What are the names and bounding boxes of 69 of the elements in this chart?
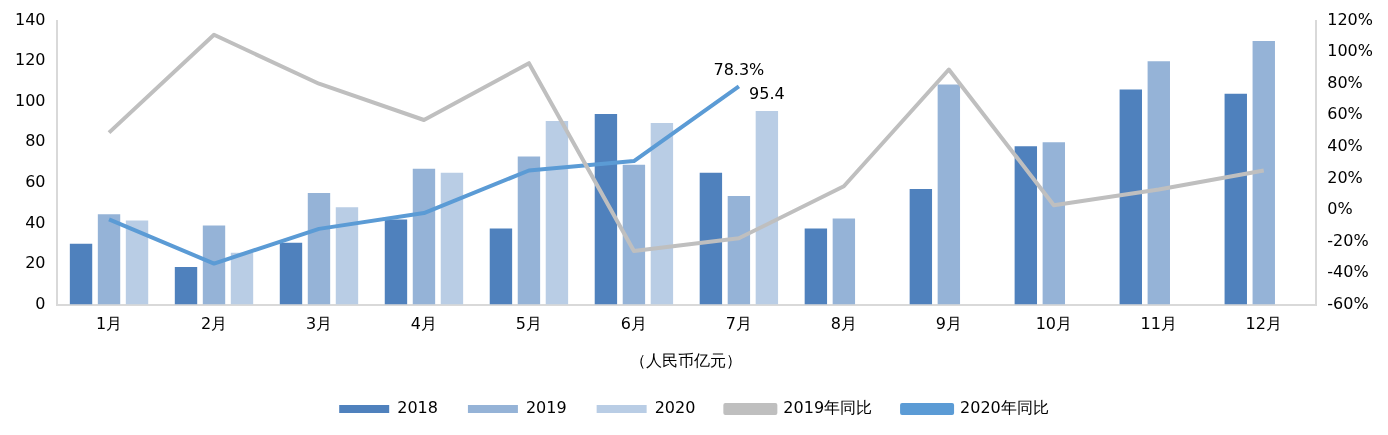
y-tick-label: 40	[25, 212, 46, 232]
y2-tick-label: -20%	[1327, 230, 1369, 250]
bar	[727, 196, 751, 305]
bar	[517, 156, 541, 305]
y-tick-label: 120	[14, 50, 46, 70]
bar	[230, 252, 254, 305]
bar	[489, 228, 513, 305]
y-tick-label: 60	[25, 172, 46, 192]
bar	[412, 168, 436, 305]
bar	[650, 123, 674, 305]
x-tick-label: 11月	[1140, 314, 1177, 334]
bar	[1252, 40, 1275, 305]
legend-label: 2019年同比	[783, 398, 873, 418]
bar	[594, 113, 618, 305]
y-tick-label: 140	[14, 9, 46, 29]
x-tick-label: 5月	[515, 314, 543, 334]
bar	[1224, 93, 1247, 305]
bar	[937, 84, 961, 305]
y2-tick-label: 20%	[1327, 167, 1363, 187]
bar	[125, 220, 149, 305]
bar	[545, 121, 569, 305]
x-axis-title: （人民币亿元）	[630, 350, 743, 370]
bar	[699, 172, 723, 305]
bar	[335, 207, 359, 305]
x-tick-label: 4月	[410, 314, 438, 334]
x-tick-label: 1月	[95, 314, 123, 334]
y2-tick-label: 80%	[1327, 72, 1363, 92]
legend-label: 2019	[525, 398, 567, 418]
bar	[622, 164, 646, 305]
legend-label: 2020年同比	[960, 398, 1049, 418]
bar	[1119, 89, 1142, 305]
data-label: 95.4	[749, 84, 785, 104]
y2-tick-label: 0%	[1327, 199, 1353, 219]
bar	[279, 242, 303, 305]
y2-tick-label: -60%	[1327, 293, 1369, 313]
y-tick-label: 0	[35, 293, 46, 313]
bar	[909, 188, 933, 305]
y2-tick-label: 60%	[1327, 104, 1363, 124]
y2-tick-label: -40%	[1327, 262, 1369, 282]
y2-tick-label: 100%	[1327, 41, 1374, 61]
y2-tick-label: 120%	[1327, 9, 1374, 29]
data-label: 78.3%	[713, 59, 765, 79]
x-tick-label: 9月	[935, 314, 962, 334]
legend-label: 2018	[397, 398, 438, 418]
bar	[1014, 146, 1038, 305]
bar	[384, 219, 408, 305]
bar	[1147, 61, 1170, 305]
x-tick-label: 12月	[1245, 314, 1282, 334]
y-tick-label: 20	[25, 253, 46, 273]
x-tick-label: 6月	[620, 314, 647, 334]
legend-label: 2020	[654, 398, 696, 418]
bar	[307, 193, 331, 305]
y-tick-label: 100	[14, 90, 46, 110]
bar	[69, 243, 93, 305]
bar	[755, 111, 779, 305]
bar	[97, 214, 121, 305]
y-tick-label: 80	[25, 131, 46, 151]
x-tick-label: 10月	[1035, 314, 1072, 334]
bar	[804, 228, 828, 305]
bar	[832, 218, 856, 305]
bar	[1042, 142, 1066, 305]
x-tick-label: 7月	[725, 314, 752, 334]
x-tick-label: 3月	[305, 314, 333, 334]
x-tick-label: 8月	[830, 314, 857, 334]
y2-tick-label: 40%	[1327, 135, 1363, 155]
bar	[440, 172, 464, 305]
x-tick-label: 2月	[200, 314, 228, 334]
bar	[174, 267, 198, 305]
bar	[202, 225, 226, 305]
